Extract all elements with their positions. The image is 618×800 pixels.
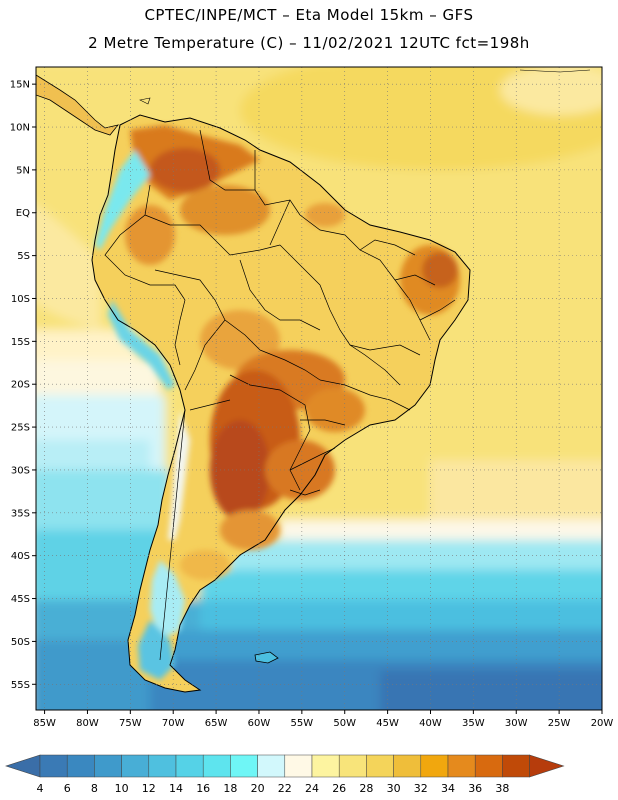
lon-tick-label: 65W (205, 718, 228, 729)
colorbar-label: 10 (115, 782, 129, 795)
colorbar-swatch (202, 754, 231, 778)
land-temperature (95, 125, 460, 680)
lat-tick-label: 10S (11, 294, 30, 305)
lon-tick-label: 85W (33, 718, 56, 729)
map-frame (35, 66, 603, 711)
ocean-field (36, 67, 602, 710)
lon-tick-label: 45W (376, 718, 399, 729)
lon-tick-label: 55W (291, 718, 314, 729)
colorbar-label: 28 (359, 782, 373, 795)
lat-tick-label: 10N (10, 123, 30, 134)
colorbar-label: 6 (64, 782, 71, 795)
colorbar-swatch (257, 754, 286, 778)
colorbar-swatch (66, 754, 95, 778)
colorbar-swatch (474, 754, 503, 778)
lon-tick-label: 80W (76, 718, 99, 729)
lat-tick-label: 45S (11, 594, 30, 605)
colorbar-label: 38 (495, 782, 509, 795)
lon-tick-label: 30W (505, 718, 528, 729)
colorbar-swatch (175, 754, 204, 778)
colorbar-label: 16 (196, 782, 210, 795)
colorbar-label: 20 (251, 782, 265, 795)
colorbar-legend: 4 6 8 10 12 14 16 18 20 22 24 26 28 30 32 34 36 38 (5, 754, 565, 795)
colorbar-label: 4 (37, 782, 44, 795)
latitude-axis: 15N 10N 5N EQ 5S 10S 15S 20S 25S 30S 35S 40S 45S 50S 5… (10, 80, 36, 691)
colorbar-high-arrow (529, 754, 565, 778)
colorbar-low-arrow (5, 754, 41, 778)
colorbar-label: 18 (223, 782, 237, 795)
colorbar-swatch (148, 754, 177, 778)
lat-tick-label: 5S (17, 251, 30, 262)
country-borders (104, 129, 456, 661)
colorbar-swatch (39, 754, 68, 778)
longitude-axis: 85W 80W 75W 70W 65W 60W 55W 50W 45W 40W 35W 30W 25W 2… (33, 710, 613, 729)
colorbar-label: 36 (468, 782, 482, 795)
chart-title-line1: CPTEC/INPE/MCT – Eta Model 15km – GFS (144, 6, 474, 24)
colorbar-swatch (447, 754, 476, 778)
colorbar-swatch (393, 754, 422, 778)
lat-tick-label: 25S (11, 423, 30, 434)
map-area (36, 67, 602, 710)
colorbar-label: 26 (332, 782, 346, 795)
continent (36, 69, 591, 693)
lat-tick-label: 15S (11, 337, 30, 348)
lon-tick-label: 75W (119, 718, 142, 729)
colorbar-label: 30 (387, 782, 401, 795)
colorbar-label: 24 (305, 782, 319, 795)
lat-tick-label: 15N (10, 80, 30, 91)
colorbar-label: 34 (441, 782, 455, 795)
colorbar-swatch (366, 754, 394, 778)
lat-tick-label: 30S (11, 465, 30, 476)
lat-tick-label: 20S (11, 380, 30, 391)
lon-tick-label: 20W (591, 718, 614, 729)
colorbar-label: 14 (169, 782, 183, 795)
lon-tick-label: 60W (248, 718, 271, 729)
lat-tick-label: 40S (11, 551, 30, 562)
colorbar-swatch (502, 754, 530, 778)
colorbar-swatch (338, 754, 367, 778)
colorbar-label: 22 (278, 782, 292, 795)
colorbar-swatch (311, 754, 340, 778)
colorbar-label: 32 (414, 782, 428, 795)
colorbar-label: 12 (142, 782, 156, 795)
colorbar-label: 8 (91, 782, 98, 795)
lat-tick-label: 35S (11, 508, 30, 519)
colorbar-swatch (121, 754, 150, 778)
lon-tick-label: 25W (548, 718, 571, 729)
lon-tick-label: 70W (162, 718, 185, 729)
lon-tick-label: 40W (419, 718, 442, 729)
lat-tick-label: EQ (16, 208, 30, 219)
lat-tick-label: 5N (16, 165, 30, 176)
colorbar-swatch (284, 754, 313, 778)
lon-tick-label: 50W (333, 718, 356, 729)
colorbar-swatch (230, 754, 258, 778)
lat-tick-label: 55S (11, 680, 30, 691)
colorbar-swatch (420, 754, 449, 778)
lat-tick-label: 50S (11, 637, 30, 648)
lon-tick-label: 35W (462, 718, 485, 729)
chart-title-line2: 2 Metre Temperature (C) – 11/02/2021 12U… (88, 34, 530, 52)
colorbar-swatch (94, 754, 122, 778)
